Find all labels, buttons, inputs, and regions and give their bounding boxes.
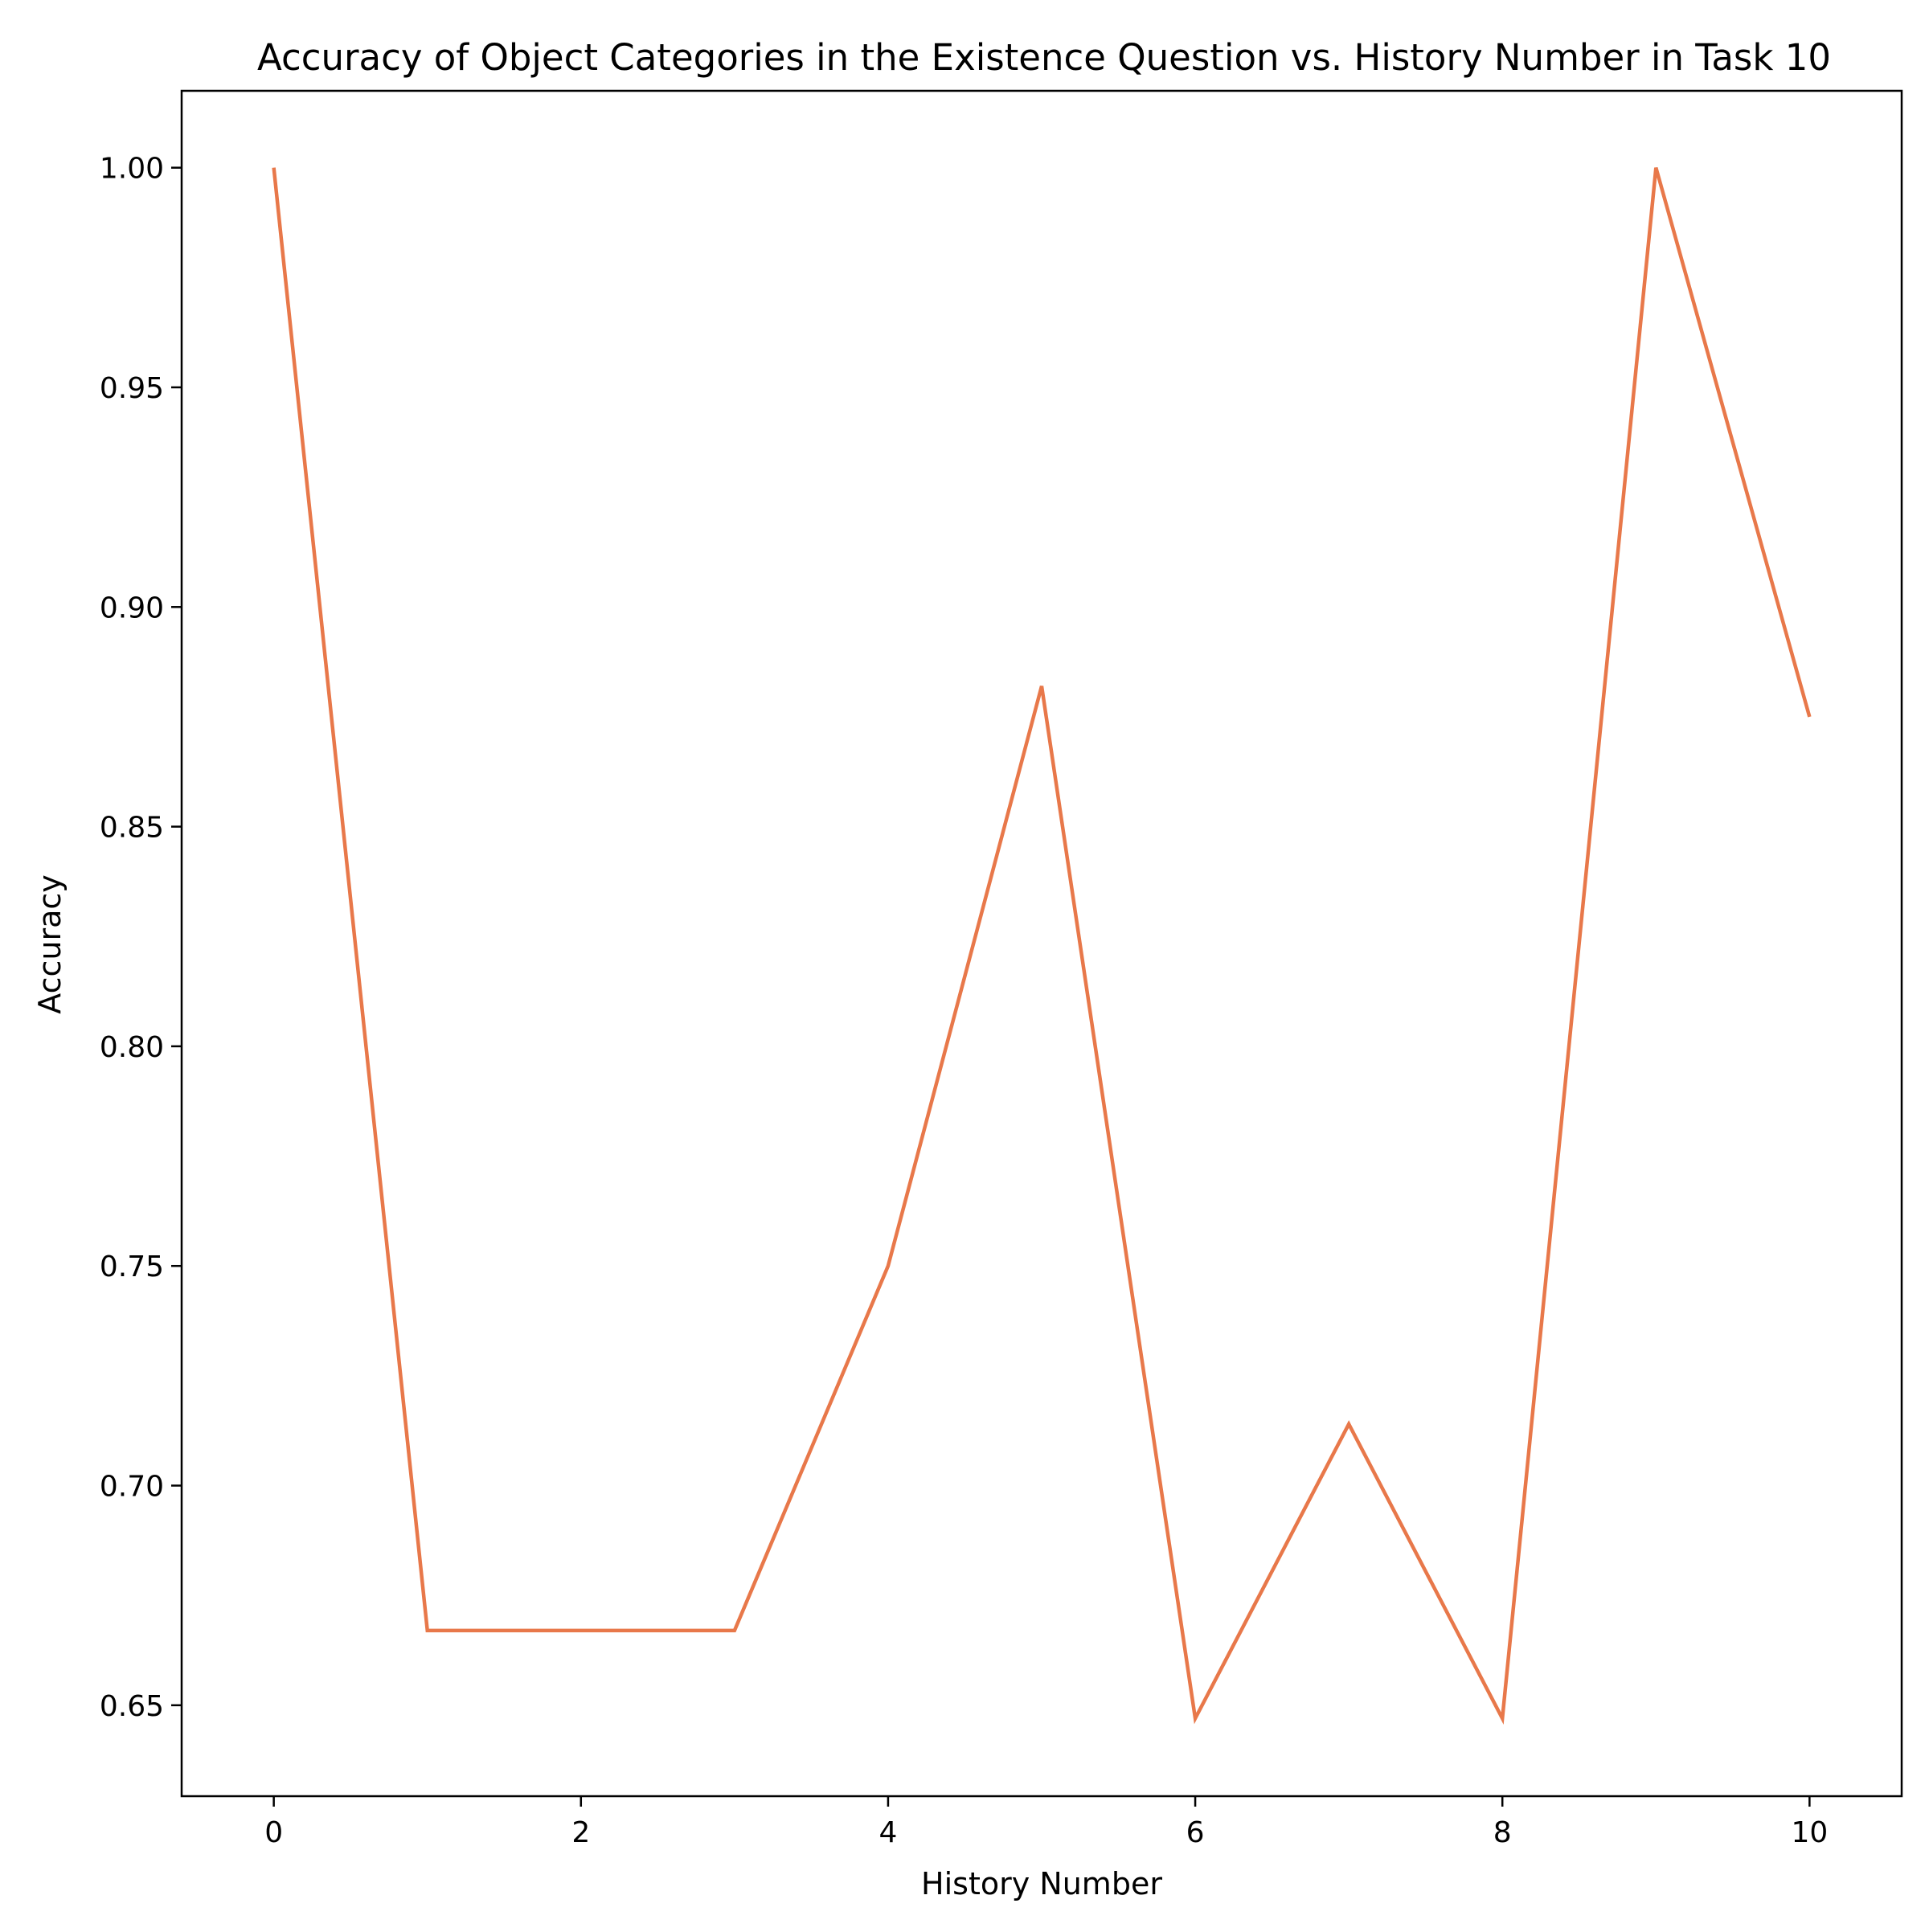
x-tick-label: 6 bbox=[1186, 1816, 1205, 1849]
y-tick-label: 0.85 bbox=[100, 812, 164, 845]
x-tick-label: 0 bbox=[264, 1816, 283, 1849]
chart-title: Accuracy of Object Categories in the Exi… bbox=[257, 36, 1831, 79]
y-tick-label: 0.95 bbox=[100, 372, 164, 405]
accuracy-line bbox=[272, 167, 1812, 1725]
x-tick-label: 4 bbox=[878, 1816, 897, 1849]
y-tick-label: 0.70 bbox=[100, 1471, 164, 1504]
y-tick-label: 1.00 bbox=[100, 153, 164, 186]
y-tick-label: 0.65 bbox=[100, 1690, 164, 1723]
y-axis: 0.65 0.70 0.75 0.80 0.85 0.90 0.95 1.00 bbox=[100, 153, 182, 1723]
x-tick-label: 8 bbox=[1493, 1816, 1512, 1849]
y-axis-label: Accuracy bbox=[32, 874, 68, 1014]
x-tick-label: 10 bbox=[1791, 1816, 1828, 1849]
x-axis-label: History Number bbox=[921, 1866, 1162, 1901]
y-tick-label: 0.90 bbox=[100, 591, 164, 624]
plot-area bbox=[272, 167, 1812, 1725]
plot-frame bbox=[180, 89, 1903, 1798]
y-tick-label: 0.75 bbox=[100, 1250, 164, 1283]
x-axis: 0 2 4 6 8 10 bbox=[264, 1796, 1828, 1849]
x-tick-label: 2 bbox=[571, 1816, 590, 1849]
y-tick-label: 0.80 bbox=[100, 1031, 164, 1064]
